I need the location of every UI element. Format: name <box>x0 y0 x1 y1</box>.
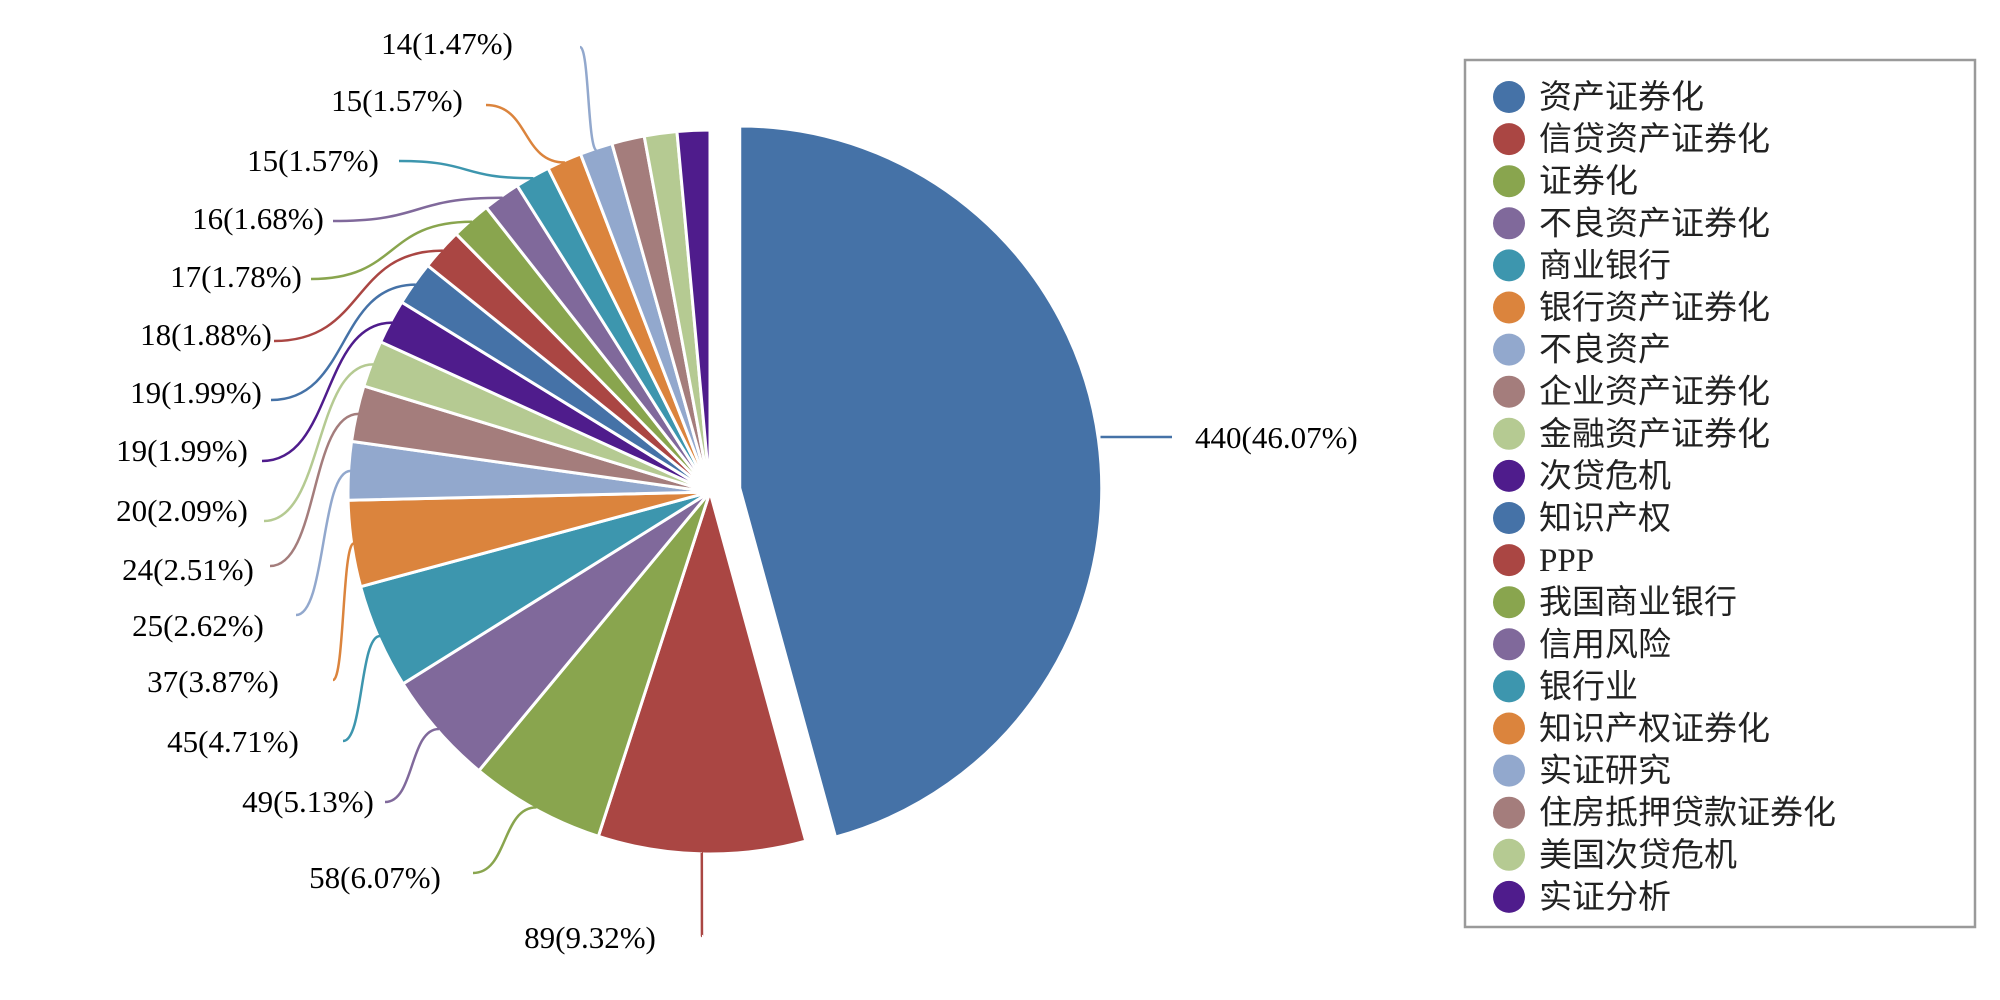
pie-slice-1 <box>740 126 1102 837</box>
data-label-4: 49(5.13%) <box>242 784 374 819</box>
legend-swatch <box>1493 755 1525 787</box>
legend-swatch <box>1493 881 1525 913</box>
legend-swatch <box>1493 249 1525 281</box>
legend-label: 次贷危机 <box>1539 458 1671 495</box>
legend-swatch <box>1493 292 1525 324</box>
leader-line-3 <box>473 807 536 873</box>
legend-label: 银行业 <box>1539 668 1638 705</box>
leader-line-16 <box>486 105 565 163</box>
leader-line-8 <box>270 414 359 566</box>
data-label-3: 58(6.07%) <box>309 860 441 895</box>
data-label-5: 45(4.71%) <box>167 724 299 759</box>
legend-swatch <box>1493 839 1525 871</box>
leader-line-15 <box>399 161 533 178</box>
legend-label: 实证研究 <box>1539 753 1671 790</box>
leader-line-17 <box>580 47 597 150</box>
legend-swatch <box>1493 165 1525 197</box>
legend-swatch <box>1493 797 1525 829</box>
legend-swatch <box>1493 713 1525 745</box>
leader-line-7 <box>296 471 351 615</box>
legend-swatch <box>1493 123 1525 155</box>
data-label-1: 440(46.07%) <box>1195 420 1358 455</box>
legend-item-15: 银行业 <box>1493 668 1638 705</box>
leader-line-5 <box>343 636 380 741</box>
legend-swatch <box>1493 207 1525 239</box>
data-label-6: 37(3.87%) <box>147 664 279 699</box>
legend-label: 住房抵押贷款证券化 <box>1539 795 1836 832</box>
legend-label: 不良资产证券化 <box>1539 205 1770 242</box>
legend-swatch <box>1493 502 1525 534</box>
legend-label: 证券化 <box>1539 163 1638 200</box>
legend-item-3: 证券化 <box>1493 163 1638 200</box>
leader-line-4 <box>385 729 439 802</box>
legend-label: 资产证券化 <box>1539 79 1704 116</box>
data-label-10: 19(1.99%) <box>116 433 248 468</box>
legend-label: 金融资产证券化 <box>1539 416 1770 453</box>
data-label-2: 89(9.32%) <box>524 920 656 955</box>
legend-label: 商业银行 <box>1539 247 1671 284</box>
legend-swatch <box>1493 544 1525 576</box>
leader-line-6 <box>333 544 354 680</box>
legend-swatch <box>1493 418 1525 450</box>
legend-label: 实证分析 <box>1539 879 1671 916</box>
legend-label: 不良资产 <box>1539 332 1671 369</box>
legend-label: 我国商业银行 <box>1539 584 1737 621</box>
legend-label: 企业资产证券化 <box>1539 374 1770 411</box>
legend-label: 美国次贷危机 <box>1539 837 1737 874</box>
legend-label: 知识产权证券化 <box>1539 711 1770 748</box>
legend-label: 信贷资产证券化 <box>1539 121 1770 158</box>
data-label-15: 15(1.57%) <box>247 143 379 178</box>
pie-slices <box>348 126 1102 854</box>
legend-label: PPP <box>1539 543 1594 579</box>
data-label-17: 14(1.47%) <box>381 26 513 61</box>
legend-item-12: PPP <box>1493 543 1594 579</box>
data-label-11: 19(1.99%) <box>130 375 262 410</box>
legend-swatch <box>1493 586 1525 618</box>
legend-swatch <box>1493 670 1525 702</box>
data-label-12: 18(1.88%) <box>140 317 272 352</box>
data-label-7: 25(2.62%) <box>132 608 264 643</box>
data-label-16: 15(1.57%) <box>331 83 463 118</box>
legend-item-18: 住房抵押贷款证券化 <box>1493 795 1836 832</box>
legend: 资产证券化信贷资产证券化证券化不良资产证券化商业银行银行资产证券化不良资产企业资… <box>1465 60 1975 927</box>
data-label-8: 24(2.51%) <box>122 552 254 587</box>
legend-swatch <box>1493 81 1525 113</box>
legend-label: 信用风险 <box>1539 626 1671 663</box>
legend-swatch <box>1493 460 1525 492</box>
legend-swatch <box>1493 376 1525 408</box>
legend-label: 知识产权 <box>1539 500 1671 537</box>
legend-label: 银行资产证券化 <box>1539 290 1770 327</box>
data-label-14: 16(1.68%) <box>192 201 324 236</box>
data-label-13: 17(1.78%) <box>170 259 302 294</box>
data-label-9: 20(2.09%) <box>116 493 248 528</box>
legend-swatch <box>1493 628 1525 660</box>
legend-swatch <box>1493 334 1525 366</box>
